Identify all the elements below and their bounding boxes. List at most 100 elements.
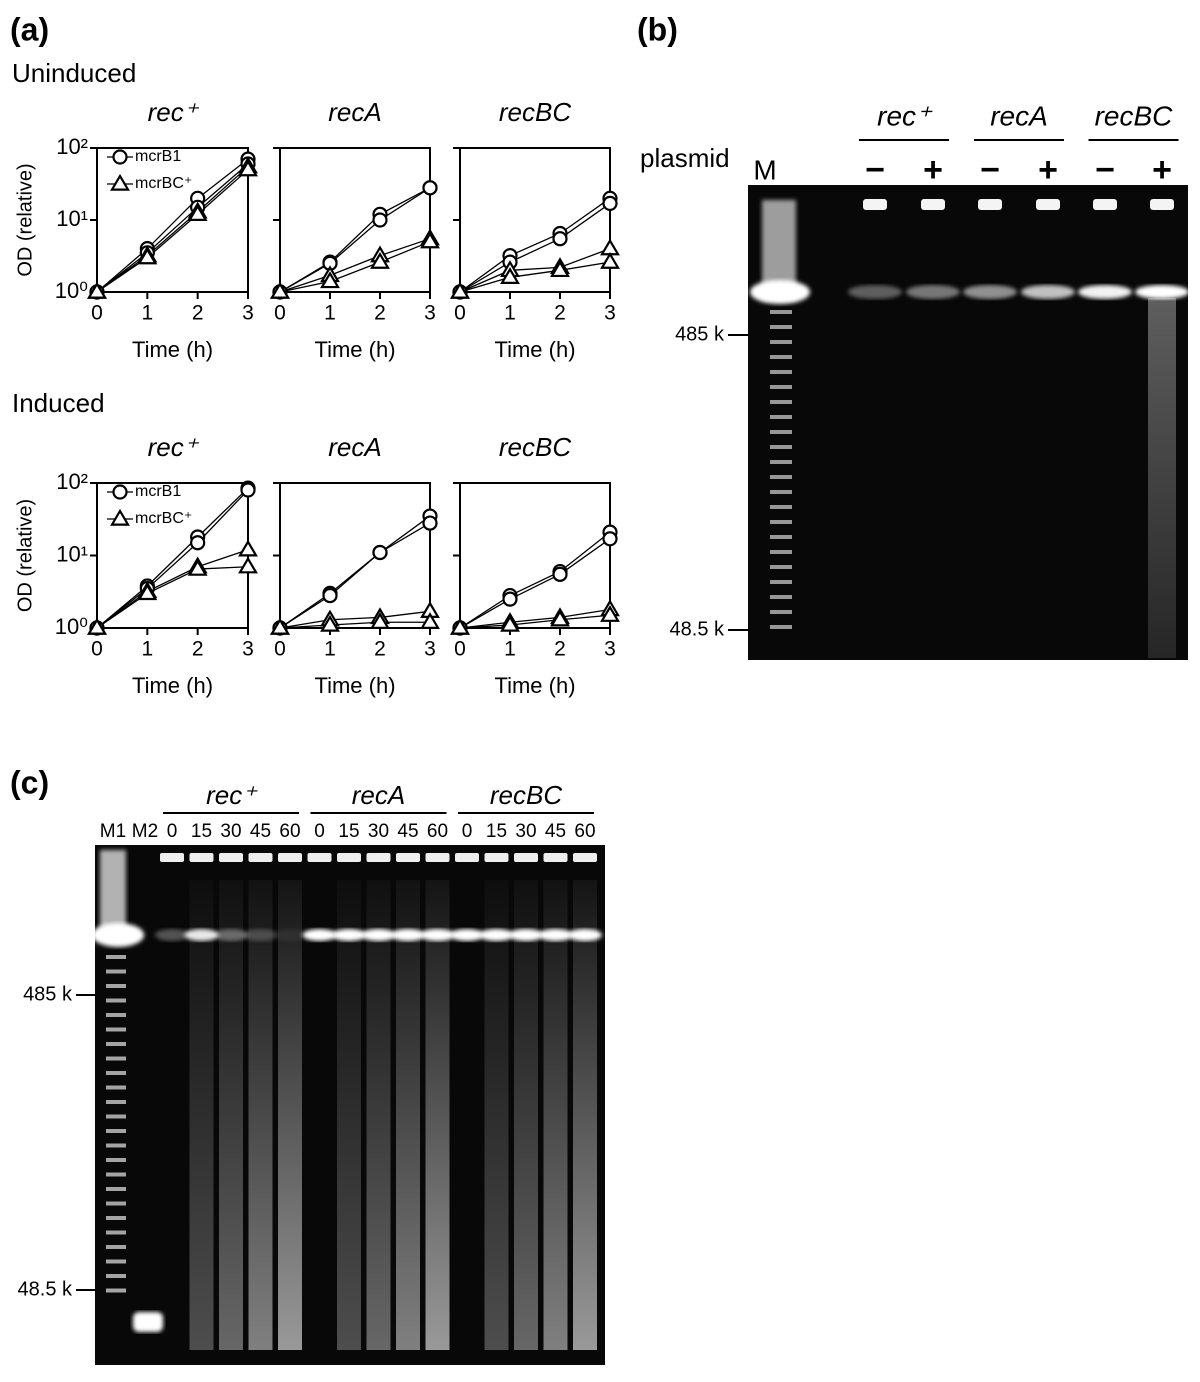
x-tick-label: 3 (242, 638, 254, 661)
lane-label: − (1095, 151, 1115, 189)
ladder-band (106, 1143, 126, 1148)
lane-label: 30 (368, 821, 389, 842)
x-axis-label: Time (h) (132, 337, 213, 362)
series-line (96, 566, 249, 629)
ladder-band (106, 1027, 126, 1032)
well (278, 853, 302, 862)
ladder-band (770, 400, 792, 404)
x-tick-label: 3 (604, 638, 616, 661)
well (1150, 199, 1174, 210)
x-tick-label: 1 (504, 638, 516, 661)
y-tick-label: 10¹ (56, 541, 88, 566)
size-label: 485 k (23, 983, 73, 1005)
lane-label: 15 (338, 821, 359, 842)
x-axis-label: Time (h) (494, 673, 575, 698)
well (921, 199, 945, 210)
ladder-band (106, 955, 126, 959)
marker (110, 173, 130, 191)
x-tick-label: 1 (504, 302, 516, 325)
y-tick-label: 10⁰ (55, 278, 88, 303)
marker (500, 267, 520, 285)
series-line (96, 549, 249, 629)
series-line (459, 248, 611, 293)
ladder-band (106, 1259, 126, 1264)
lane-label: + (923, 151, 943, 189)
y-tick-label: 10² (56, 134, 88, 159)
legend-label: mcrBC⁺ (135, 510, 192, 527)
plasmid-label: plasmid (640, 143, 730, 173)
series-line (279, 522, 431, 629)
band (848, 285, 902, 299)
marker (87, 617, 107, 635)
ladder-band (106, 1013, 126, 1017)
ladder-band (106, 1042, 126, 1046)
well (219, 853, 243, 862)
x-tick-label: 2 (374, 638, 386, 661)
marker (420, 612, 440, 629)
series-line (279, 187, 431, 293)
x-tick-label: 2 (554, 638, 566, 661)
x-tick-label: 2 (554, 302, 566, 325)
size-label: 48.5 k (18, 1278, 73, 1300)
marker (320, 614, 340, 632)
series-line (459, 261, 611, 293)
ladder-band (770, 310, 792, 314)
marker (320, 271, 340, 289)
marker (87, 281, 107, 299)
x-tick-label: 3 (424, 638, 436, 661)
marker (372, 544, 388, 561)
x-axis-label: Time (h) (314, 673, 395, 698)
ladder-band (106, 1230, 126, 1235)
axis-frame (96, 147, 249, 293)
ladder-band (106, 1274, 126, 1278)
marker-lane-label: M (753, 154, 776, 185)
series-line (279, 187, 431, 293)
lane-label: 0 (167, 821, 178, 842)
lane-label: 0 (314, 821, 325, 842)
well (307, 853, 332, 862)
ladder-band (106, 1056, 126, 1061)
well (484, 853, 509, 862)
smear (396, 880, 420, 1350)
gel-b (748, 185, 1188, 660)
axis-frame (279, 482, 431, 629)
lane-label: 0 (462, 821, 473, 842)
ladder-band (770, 580, 792, 584)
marker (322, 587, 338, 604)
size-label: 48.5 k (670, 618, 725, 640)
lane-label: 60 (427, 821, 448, 842)
marker (238, 539, 258, 557)
well (1036, 199, 1060, 210)
marker (552, 566, 568, 582)
x-tick-label: 3 (242, 302, 254, 325)
well (543, 853, 568, 862)
ladder-band (106, 1085, 126, 1090)
x-tick-label: 1 (324, 302, 336, 325)
y-axis-label: OD (relative) (14, 499, 36, 612)
ladder-band (770, 595, 792, 599)
marker-lane-label: M2 (132, 821, 158, 842)
panel-label: (a) (10, 11, 49, 47)
axis-frame (96, 482, 249, 629)
marker (112, 149, 128, 165)
lane-label: 45 (250, 821, 271, 842)
ladder-band (106, 1245, 126, 1249)
well (337, 853, 361, 862)
series-line (96, 158, 249, 293)
smear (484, 880, 509, 1350)
series-line (279, 238, 431, 293)
lane-label: + (1152, 151, 1172, 189)
axis-frame (279, 147, 431, 293)
band (1135, 285, 1189, 299)
ladder-band (770, 370, 792, 374)
ladder-band (770, 355, 792, 359)
series-line (459, 531, 611, 629)
marker (238, 159, 258, 177)
band (450, 929, 484, 941)
smear (425, 880, 450, 1350)
marker-lane-label: M1 (100, 821, 126, 842)
ladder-smear (100, 850, 126, 930)
marker (420, 231, 440, 249)
series-line (459, 614, 611, 629)
